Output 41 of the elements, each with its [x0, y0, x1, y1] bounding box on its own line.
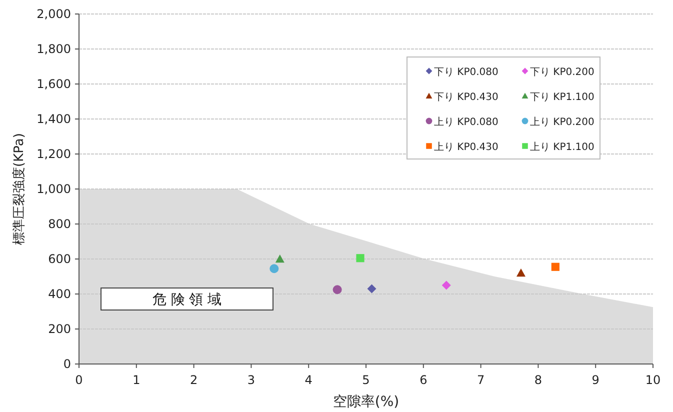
y-tick-label: 800: [48, 217, 71, 231]
legend-label: 下り KP0.430: [434, 92, 498, 103]
point: [275, 254, 284, 263]
legend-label: 下り KP1.100: [530, 92, 594, 103]
y-tick-label: 0: [63, 357, 71, 371]
y-tick-label: 1,000: [36, 182, 71, 196]
y-tick-label: 1,600: [36, 77, 71, 91]
x-axis-title: 空隙率(%): [332, 394, 400, 410]
x-tick-label: 8: [534, 373, 542, 387]
point: [516, 268, 526, 277]
y-tick-label: 200: [48, 322, 71, 336]
legend-label: 下り KP0.200: [530, 67, 594, 78]
x-tick-label: 9: [592, 373, 600, 387]
legend-label: 下り KP0.080: [434, 67, 498, 78]
legend-label: 上り KP0.200: [530, 116, 594, 128]
point: [356, 254, 364, 262]
annotation: 危 険 領 域: [152, 292, 222, 308]
y-axis-title: 標準圧裂強度(KPa): [11, 133, 27, 245]
y-tick-label: 400: [48, 287, 71, 301]
legend-label: 上り KP1.100: [530, 141, 594, 153]
y-tick-label: 1,200: [36, 147, 71, 161]
point: [332, 285, 342, 294]
x-tick-label: 0: [75, 373, 83, 387]
y-tick-label: 600: [48, 252, 71, 266]
point: [367, 284, 376, 294]
point: [270, 264, 279, 274]
x-tick-label: 3: [247, 373, 256, 387]
x-tick-label: 2: [190, 373, 198, 387]
x-tick-label: 7: [476, 373, 485, 387]
x-tick-label: 5: [362, 373, 370, 387]
x-tick-label: 1: [132, 373, 140, 387]
y-tick-label: 1,400: [36, 112, 71, 126]
x-tick-label: 4: [304, 373, 312, 387]
x-tick-label: 10: [645, 373, 661, 387]
x-tick-label: 6: [420, 373, 428, 387]
legend-label: 上り KP0.430: [434, 141, 498, 153]
y-tick-label: 1,800: [36, 42, 71, 56]
legend-label: 上り KP0.080: [434, 116, 498, 128]
point: [551, 262, 560, 271]
y-tick-label: 2,000: [36, 7, 71, 21]
point: [442, 280, 451, 290]
